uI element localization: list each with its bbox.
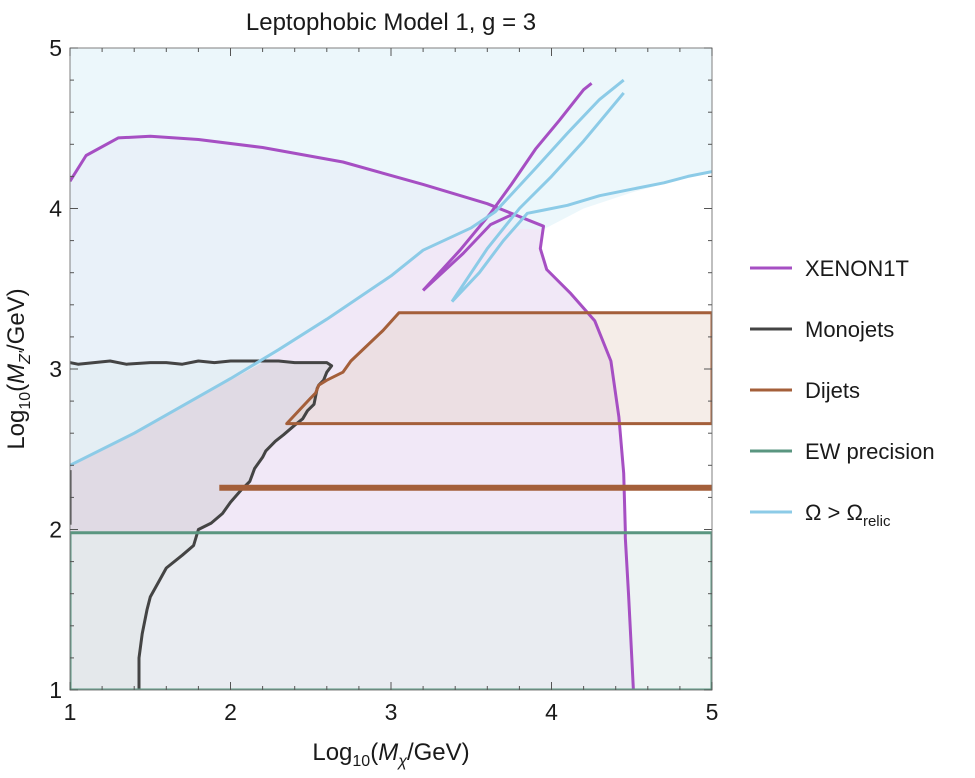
x-tick-label: 5 <box>706 699 719 725</box>
dijets-region-fill-0 <box>286 312 712 424</box>
y-tick-label: 3 <box>49 356 62 382</box>
x-axis-label: Log10(Mχ/GeV) <box>312 739 469 770</box>
legend-label-xenon1t: XENON1T <box>805 256 909 281</box>
y-axis-label: Log10(MZ'/GeV) <box>3 288 34 449</box>
chart-title: Leptophobic Model 1, g = 3 <box>246 9 536 36</box>
xenon1t-line-1 <box>422 213 513 292</box>
axis-ticks: 1 2 3 4 5 1 2 3 4 5 <box>49 35 718 725</box>
relic-line-1 <box>450 170 712 303</box>
plot-area <box>70 48 712 690</box>
y-tick-label: 5 <box>49 35 62 61</box>
ew-precision-region-fill-0 <box>70 532 712 690</box>
y-tick-label: 2 <box>49 517 62 543</box>
legend: XENON1T Monojets Dijets EW precision Ω > Ωre… <box>750 256 935 530</box>
y-tick-label: 1 <box>49 677 62 703</box>
x-tick-label: 2 <box>224 699 237 725</box>
x-tick-label: 4 <box>545 699 558 725</box>
legend-label-: Ω > Ωrelic <box>805 500 891 530</box>
xenon1t-line-0 <box>421 82 593 292</box>
dijets-region-outline-0 <box>285 311 712 426</box>
legend-label-monojets: Monojets <box>805 317 894 342</box>
relic-line-2 <box>450 91 625 303</box>
monojets-boundary-0 <box>70 359 334 690</box>
x-tick-label: 3 <box>385 699 398 725</box>
y-tick-label: 4 <box>49 196 62 222</box>
relic-line-0 <box>70 78 625 467</box>
legend-label-ew-precision: EW precision <box>805 439 935 464</box>
legend-label-dijets: Dijets <box>805 378 860 403</box>
x-tick-label: 1 <box>64 699 77 725</box>
